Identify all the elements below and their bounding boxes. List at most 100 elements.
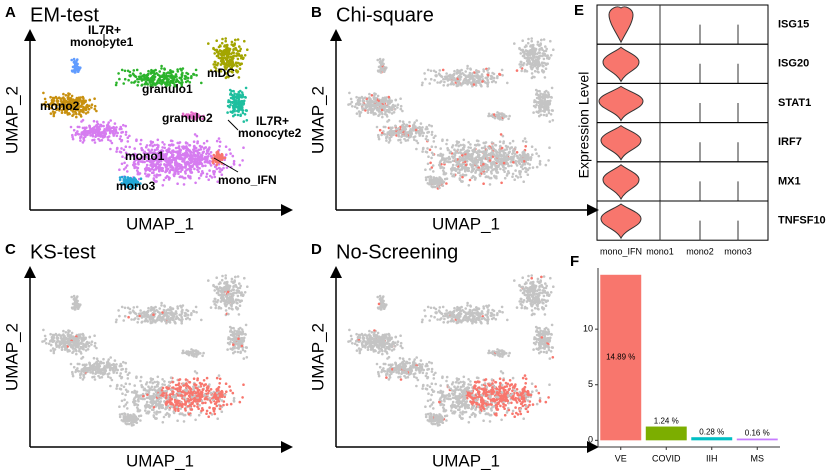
cell-dot [242, 56, 245, 60]
cell-dot [93, 104, 97, 108]
cell-dot [378, 57, 382, 61]
cell-dot [106, 123, 110, 126]
cell-dot [528, 166, 531, 170]
cell-dot [73, 62, 77, 66]
cell-dot [51, 96, 55, 100]
cell-dot [159, 159, 163, 163]
cell-dot [449, 150, 453, 154]
cell-dot [481, 75, 484, 78]
cell-dot [206, 148, 209, 151]
cell-dot [497, 156, 500, 160]
cell-dot [204, 401, 207, 405]
cell-dot [377, 65, 381, 69]
cell-dot [49, 103, 52, 106]
cell-dot [58, 109, 61, 112]
cell-dot [170, 168, 174, 171]
cell-dot [484, 154, 488, 158]
cell-dot [472, 83, 476, 86]
cell-dot [232, 48, 235, 51]
cell-dot [519, 52, 522, 55]
cell-dot [386, 135, 389, 138]
cell-dot [442, 77, 445, 81]
cell-dot [536, 66, 540, 69]
cell-dot [188, 395, 192, 399]
cell-dot [549, 113, 553, 116]
cell-dot [139, 379, 142, 383]
cell-dot [548, 146, 551, 149]
cell-dot [393, 107, 397, 111]
cell-dot [145, 411, 148, 415]
cell-dot [538, 114, 541, 118]
cell-dot [537, 71, 540, 74]
cell-dot [417, 130, 421, 134]
cell-dot [367, 108, 371, 111]
cell-dot [124, 166, 128, 169]
cell-dot [500, 68, 504, 72]
cell-dot [182, 183, 186, 186]
cell-dot [93, 334, 96, 338]
cell-dot [58, 344, 61, 347]
cell-dot [401, 120, 405, 123]
cell-dot [156, 380, 159, 384]
cell-dot [136, 77, 139, 81]
cell-dot [550, 109, 554, 112]
cell-dot [140, 397, 143, 400]
cell-dot [209, 411, 212, 415]
cell-dot [242, 383, 245, 387]
cell-dot [175, 387, 179, 391]
cell-dot [361, 103, 365, 106]
cell-dot [172, 410, 176, 414]
cell-dot [462, 162, 466, 166]
cell-dot [195, 394, 199, 398]
cell-dot [181, 405, 184, 409]
cell-dot [49, 95, 52, 99]
cell-dot [424, 77, 427, 81]
cell-dot [62, 329, 65, 333]
cell-dot [500, 181, 503, 185]
cell-dot [462, 148, 465, 151]
cell-dot [231, 391, 235, 395]
cell-dot [121, 392, 124, 396]
cell-dot [413, 135, 417, 138]
cell-dot [175, 75, 178, 78]
cell-dot [234, 104, 238, 108]
cell-dot [217, 374, 221, 377]
cell-dot [74, 341, 77, 344]
cell-dot [521, 139, 525, 143]
cell-dot [184, 378, 188, 381]
cell-dot [218, 157, 222, 161]
cell-dot [351, 105, 354, 108]
cell-dot [145, 400, 149, 404]
cell-dot [408, 135, 412, 139]
cell-dot [209, 154, 213, 158]
cell-dot [544, 93, 547, 96]
cell-dot [102, 361, 105, 365]
cell-dot [156, 138, 160, 142]
cell-dot [145, 163, 149, 167]
cell-dot [49, 106, 53, 110]
cell-dot [473, 80, 476, 83]
cell-dot [215, 163, 218, 167]
cell-dot [370, 108, 373, 111]
cell-dot [74, 100, 78, 104]
cell-dot [175, 168, 179, 172]
cell-dot [489, 74, 493, 78]
cell-dot [237, 76, 241, 79]
cell-dot [118, 77, 121, 81]
cell-dot [430, 145, 434, 148]
cell-dot [218, 407, 222, 411]
cell-dot [355, 106, 359, 110]
cell-dot [43, 102, 46, 106]
cell-dot [371, 100, 375, 104]
cell-dot [484, 141, 488, 144]
cell-dot [535, 101, 539, 104]
cell-dot [150, 71, 154, 74]
cell-dot [64, 94, 68, 97]
cell-dot [68, 334, 71, 338]
cell-dot [71, 351, 74, 355]
cell-dot [382, 107, 386, 110]
cell-dot [246, 48, 249, 51]
cell-dot [514, 159, 517, 163]
cell-dot [206, 161, 209, 164]
cell-dot [189, 408, 193, 411]
